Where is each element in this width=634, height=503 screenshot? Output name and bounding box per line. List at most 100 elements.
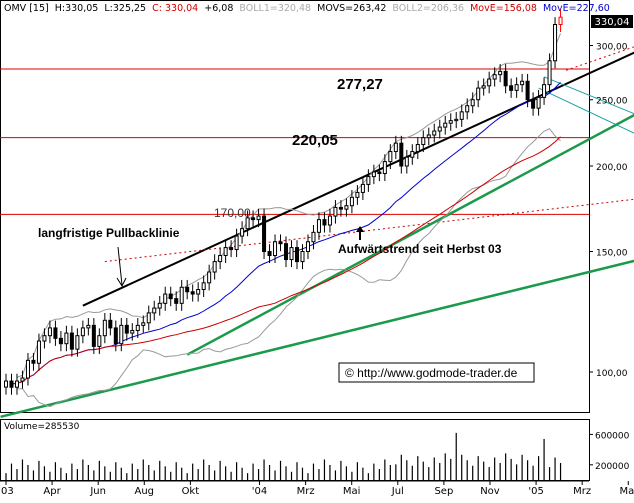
trend-arrow-head xyxy=(356,226,364,232)
time-tick-label: Sep xyxy=(434,486,453,497)
candle-body xyxy=(69,332,74,350)
candle-body xyxy=(487,78,492,87)
candle-body xyxy=(234,235,239,251)
bollinger-lower xyxy=(16,128,561,408)
moving-average-red xyxy=(11,136,561,385)
candle-body xyxy=(146,312,151,324)
resistance-levels xyxy=(0,68,589,215)
candle-body xyxy=(492,74,497,80)
candle-body xyxy=(421,137,426,146)
candle-body xyxy=(229,247,234,251)
candle-body xyxy=(135,324,140,331)
candle-body xyxy=(542,84,547,98)
candle-body xyxy=(360,183,365,193)
candle-body xyxy=(393,142,398,153)
candle-body xyxy=(75,335,80,350)
candle-body xyxy=(294,247,300,263)
candle-body xyxy=(212,261,217,273)
candle-body xyxy=(91,324,96,347)
bollinger-upper xyxy=(16,33,561,378)
channel-line-upper xyxy=(543,76,634,115)
url-text: © http://www.godmode-trader.de xyxy=(345,366,518,380)
volume-pane-frame xyxy=(0,419,590,481)
candle-body xyxy=(371,171,376,178)
level-170-label: 170,00 xyxy=(214,206,251,220)
pullback-arrow-head xyxy=(116,277,127,288)
candle-body xyxy=(9,380,14,388)
candle-body xyxy=(20,377,25,382)
candle-body xyxy=(536,96,541,109)
header-low: L:325,25 xyxy=(104,3,146,14)
time-tick-label: Mrz xyxy=(573,486,591,497)
price-tick-label: 300,00 xyxy=(596,43,628,53)
candle-body xyxy=(415,144,420,153)
candle-body xyxy=(102,319,107,337)
candle-body xyxy=(470,99,475,107)
price-axis: 300,00 250,00 200,00 150,00 100,00 xyxy=(589,43,628,379)
price-tick-label: 250,00 xyxy=(596,97,628,107)
candle-body xyxy=(388,151,393,163)
header-close: C: 330,04 xyxy=(152,3,198,14)
candle-body xyxy=(454,118,459,122)
candle-body xyxy=(124,324,129,334)
volume-tick-label: 200000 xyxy=(595,462,630,472)
header-symbol: OMV [15] xyxy=(4,3,49,14)
candle-body xyxy=(80,327,85,337)
candle-body xyxy=(245,217,250,230)
candle-body xyxy=(86,324,91,329)
candle-body xyxy=(333,206,338,217)
header-boll2: BOLL2=206,36 xyxy=(392,3,464,14)
candle-body xyxy=(520,80,525,86)
time-tick-label: '03 xyxy=(0,486,14,497)
candle-body xyxy=(399,142,404,167)
candle-body xyxy=(349,196,354,207)
header-move2: MovE=227,60 xyxy=(543,3,610,14)
candle-body xyxy=(113,327,118,345)
channel-line-lower xyxy=(538,87,634,134)
candle-body xyxy=(316,219,321,233)
candle-body xyxy=(448,120,453,124)
candle-body xyxy=(476,87,481,101)
candle-body xyxy=(481,85,486,89)
candle-body xyxy=(366,176,371,185)
candle-body xyxy=(426,134,431,139)
header-high: H:330,05 xyxy=(55,3,99,14)
candle-body xyxy=(196,289,201,295)
candle-body xyxy=(168,293,173,300)
candles xyxy=(3,9,563,395)
candle-body xyxy=(311,231,316,243)
candle-body xyxy=(410,151,415,158)
candle-body xyxy=(344,205,349,210)
dotted-trend-line xyxy=(104,198,634,263)
candle-body xyxy=(267,251,272,257)
time-tick-label: '04 xyxy=(252,486,267,497)
candle-body xyxy=(300,251,305,263)
candle-body xyxy=(201,282,206,291)
last-price-badge: 330,04 xyxy=(595,17,630,28)
candle-body xyxy=(218,255,223,263)
candle-body xyxy=(240,228,245,237)
candle-body xyxy=(185,286,190,293)
price-tick-label: 150,00 xyxy=(596,249,628,259)
volume-label: Volume=285530 xyxy=(4,422,80,432)
candle-body xyxy=(53,327,58,339)
candle-body xyxy=(377,171,382,175)
candle-body xyxy=(31,359,36,364)
candle-body xyxy=(503,70,508,87)
candle-body xyxy=(465,105,470,113)
candle-body xyxy=(547,60,552,86)
candle-body xyxy=(157,302,162,309)
header-movs: MOVS=263,42 xyxy=(317,3,386,14)
price-pane-frame xyxy=(0,0,590,413)
candle-body xyxy=(284,243,289,261)
autumn-trend-line xyxy=(186,113,634,356)
time-tick-label: Jun xyxy=(89,486,106,497)
last-price-badge-bg xyxy=(591,15,633,28)
candle-body xyxy=(305,241,310,253)
time-tick-label: Okt xyxy=(182,486,200,497)
candle-body xyxy=(498,70,503,76)
svg-text:OMV [15] H:330,05: OMV [15] H:330,05 L:325,25 C: 330,04 +6,… xyxy=(4,3,610,14)
candle-body xyxy=(163,293,168,304)
time-tick-label: Mai xyxy=(343,486,361,497)
candle-body xyxy=(97,335,102,347)
